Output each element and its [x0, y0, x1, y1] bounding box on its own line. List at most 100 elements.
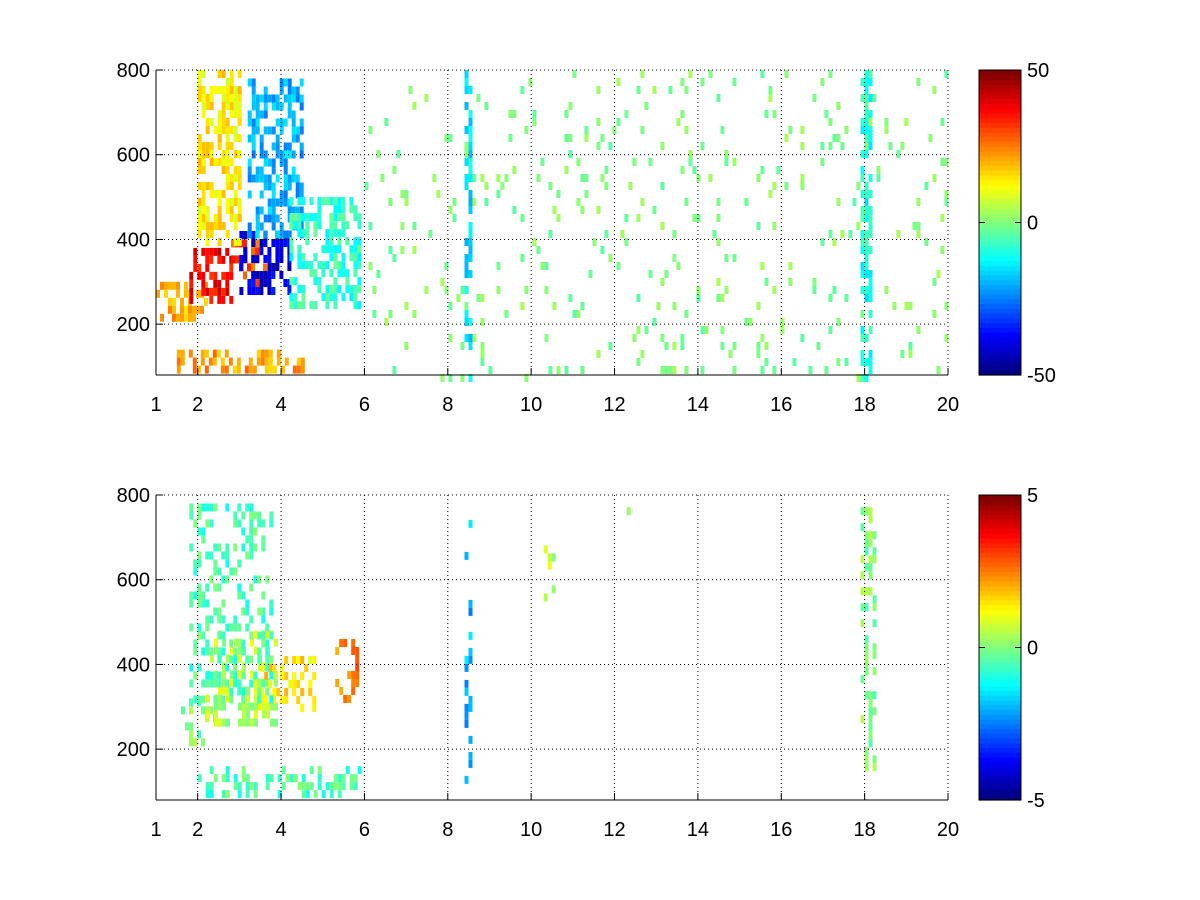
heatmap-cell — [472, 334, 477, 342]
heatmap-cell — [213, 679, 218, 688]
heatmap-cell — [864, 603, 869, 612]
heatmap-cell — [260, 688, 265, 696]
heatmap-cell — [283, 190, 288, 199]
heatmap-cell — [600, 134, 605, 142]
heatmap-cell — [197, 695, 202, 704]
heatmap-cell — [680, 110, 685, 118]
heatmap-cell — [308, 680, 313, 688]
heatmap-cell — [226, 694, 230, 703]
heatmap-cell — [468, 118, 473, 126]
colorbar-band — [979, 203, 1021, 209]
heatmap-cell — [305, 221, 310, 230]
colorbar-band — [979, 341, 1021, 348]
heatmap-cell — [596, 206, 601, 214]
heatmap-cell — [321, 790, 326, 799]
heatmap-cell — [226, 686, 230, 695]
heatmap-cell — [508, 134, 513, 142]
heatmap-cell — [249, 503, 254, 512]
heatmap-cell — [864, 531, 869, 540]
heatmap-cell — [197, 583, 202, 592]
heatmap-cell — [266, 678, 270, 687]
heatmap-cell — [242, 702, 246, 711]
colorbar-band — [979, 647, 1021, 653]
heatmap-cell — [197, 503, 202, 512]
heatmap-cell — [225, 86, 230, 94]
heatmap-cell — [225, 663, 230, 672]
heatmap-cell — [224, 365, 229, 374]
heatmap-cell — [333, 782, 338, 791]
heatmap-cell — [468, 166, 473, 174]
heatmap-cell — [464, 302, 469, 310]
heatmap-cell — [349, 293, 354, 302]
heatmap-cell — [239, 263, 244, 271]
heatmap-cell — [828, 326, 833, 334]
colorbar-band — [979, 284, 1021, 290]
heatmap-cell — [860, 603, 865, 612]
heatmap-cell — [580, 174, 585, 182]
heatmap-cell — [357, 213, 362, 222]
heatmap-cell — [245, 774, 250, 783]
heatmap-cell — [259, 247, 264, 255]
heatmap-cell — [222, 702, 226, 711]
heatmap-cell — [287, 78, 292, 87]
heatmap-cell — [640, 198, 645, 206]
heatmap-cell — [349, 782, 354, 791]
heatmap-cell — [237, 70, 242, 78]
heatmap-cell — [217, 295, 222, 304]
heatmap-cell — [868, 230, 873, 238]
colorbar-band — [979, 174, 1021, 181]
heatmap-cell — [551, 553, 556, 562]
heatmap-cell — [209, 118, 214, 126]
heatmap-cell — [564, 134, 569, 142]
heatmap-cell — [271, 222, 276, 231]
heatmap-cell — [768, 190, 773, 198]
heatmap-cell — [337, 245, 342, 254]
y-tick-label: 600 — [117, 145, 150, 167]
colorbar-band — [979, 289, 1021, 295]
heatmap-cell — [744, 318, 749, 326]
heatmap-cell — [820, 238, 825, 246]
heatmap-cell — [287, 287, 292, 295]
heatmap-cell — [299, 118, 304, 127]
heatmap-cell — [275, 150, 280, 159]
heatmap-cell — [213, 158, 218, 166]
heatmap-cell — [205, 222, 210, 230]
colorbar-band — [979, 537, 1021, 544]
heatmap-cell — [189, 591, 194, 600]
heatmap-cell — [488, 366, 493, 374]
heatmap-cell — [864, 246, 869, 254]
heatmap-cell — [500, 182, 505, 190]
heatmap-cell — [257, 607, 262, 616]
heatmap-cell — [251, 150, 256, 159]
heatmap-cell — [608, 254, 613, 262]
heatmap-cell — [257, 575, 262, 584]
heatmap-cell — [275, 142, 280, 151]
heatmap-cell — [756, 222, 761, 230]
heatmap-cell — [269, 511, 274, 520]
heatmap-cell — [164, 289, 168, 298]
heatmap-cell — [205, 639, 210, 648]
heatmap-cell — [313, 269, 318, 278]
heatmap-cell — [255, 230, 260, 239]
heatmap-cell — [404, 198, 409, 206]
heatmap-cell — [520, 86, 525, 94]
colorbar-band — [979, 661, 1021, 668]
heatmap-cell — [520, 302, 525, 310]
heatmap-cell — [932, 310, 937, 318]
heatmap-cell — [468, 703, 473, 712]
heatmap-cell — [800, 174, 805, 182]
heatmap-cell — [237, 150, 242, 158]
heatmap-cell — [275, 94, 280, 103]
y-tick-label: 600 — [117, 570, 150, 592]
heatmap-cell — [464, 238, 469, 246]
heatmap-cell — [704, 326, 709, 334]
heatmap-cell — [267, 214, 272, 223]
heatmap-cell — [896, 230, 901, 238]
colorbar-band — [979, 590, 1021, 596]
heatmap-cell — [292, 656, 297, 664]
colorbar-band — [979, 193, 1021, 200]
heatmap-cell — [180, 305, 184, 314]
heatmap-cell — [205, 519, 210, 528]
heatmap-cell — [313, 253, 318, 262]
heatmap-cell — [299, 142, 304, 151]
